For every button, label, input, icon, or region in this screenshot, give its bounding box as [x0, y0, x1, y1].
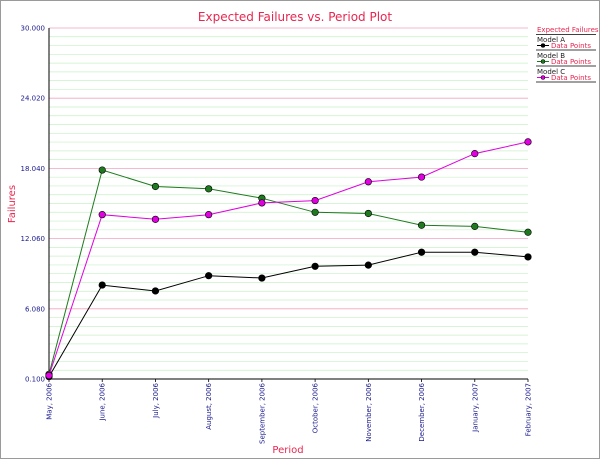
- y-axis-label: Failures: [7, 185, 18, 223]
- data-point: [471, 222, 479, 230]
- data-point: [524, 253, 532, 261]
- legend-item-label: Data Points: [551, 42, 591, 50]
- data-point: [205, 272, 213, 280]
- data-point: [151, 215, 160, 223]
- series-model-c: [45, 138, 532, 380]
- y-tick-label: 30.000: [21, 25, 46, 33]
- tick-labels: 0.100 6.080 12.060 18.040 24.020 30.000 May, 2…: [21, 25, 533, 444]
- legend-series-name: Model A: [537, 36, 565, 44]
- legend-item-label: Data Points: [551, 74, 591, 82]
- x-tick-label: June, 2006: [99, 382, 107, 421]
- data-point: [417, 173, 426, 181]
- data-point: [364, 261, 372, 269]
- y-tick-label: 18.040: [21, 165, 46, 173]
- series-layer: [45, 138, 532, 381]
- x-axis-label: Period: [272, 445, 303, 456]
- data-point: [98, 281, 106, 289]
- data-point: [471, 248, 479, 256]
- axes: [48, 28, 529, 382]
- data-point: [151, 182, 160, 191]
- legend-swatch-marker: [540, 43, 546, 48]
- x-tick-label: July, 2006: [152, 382, 160, 418]
- data-point: [45, 371, 53, 380]
- data-point: [98, 166, 106, 174]
- data-point: [98, 211, 106, 219]
- x-tick-label: December, 2006: [418, 382, 426, 441]
- series-line: [48, 251, 529, 377]
- x-tick-label: November, 2006: [365, 382, 373, 441]
- x-tick-label: May, 2006: [46, 382, 54, 419]
- data-point: [471, 150, 479, 158]
- x-tick-label: January, 2007: [471, 383, 479, 433]
- data-point: [311, 196, 319, 205]
- data-point: [364, 209, 372, 218]
- legend-title: Expected Failures: [537, 26, 599, 34]
- y-tick-label: 0.100: [25, 376, 45, 384]
- series-model-a: [45, 248, 532, 381]
- legend-swatch-marker: [540, 75, 546, 80]
- y-tick-label: 6.080: [25, 305, 45, 313]
- data-point: [524, 138, 532, 146]
- x-tick-label: August, 2006: [205, 382, 213, 429]
- series-line: [48, 141, 529, 376]
- data-point: [417, 248, 426, 256]
- data-point: [524, 228, 532, 236]
- series-line: [48, 169, 529, 375]
- data-point: [258, 199, 266, 207]
- data-point: [311, 208, 319, 216]
- legend-item-label: Data Points: [551, 58, 591, 66]
- legend-series-name: Model B: [537, 52, 565, 60]
- grid: [49, 27, 528, 371]
- legend-swatch-marker: [540, 59, 546, 64]
- x-tick-label: February, 2007: [525, 383, 533, 436]
- y-tick-label: 24.020: [21, 95, 46, 103]
- data-point: [364, 178, 372, 186]
- data-point: [417, 221, 426, 229]
- legend-series-name: Model C: [537, 68, 565, 76]
- chart-title: Expected Failures vs. Period Plot: [198, 10, 392, 24]
- data-point: [205, 211, 213, 219]
- data-point: [258, 274, 266, 282]
- x-tick-label: September, 2006: [258, 382, 266, 444]
- data-point: [151, 287, 160, 295]
- data-point: [311, 262, 319, 270]
- x-tick-label: October, 2006: [312, 382, 320, 433]
- data-point: [205, 185, 213, 193]
- y-tick-label: 12.060: [21, 235, 46, 243]
